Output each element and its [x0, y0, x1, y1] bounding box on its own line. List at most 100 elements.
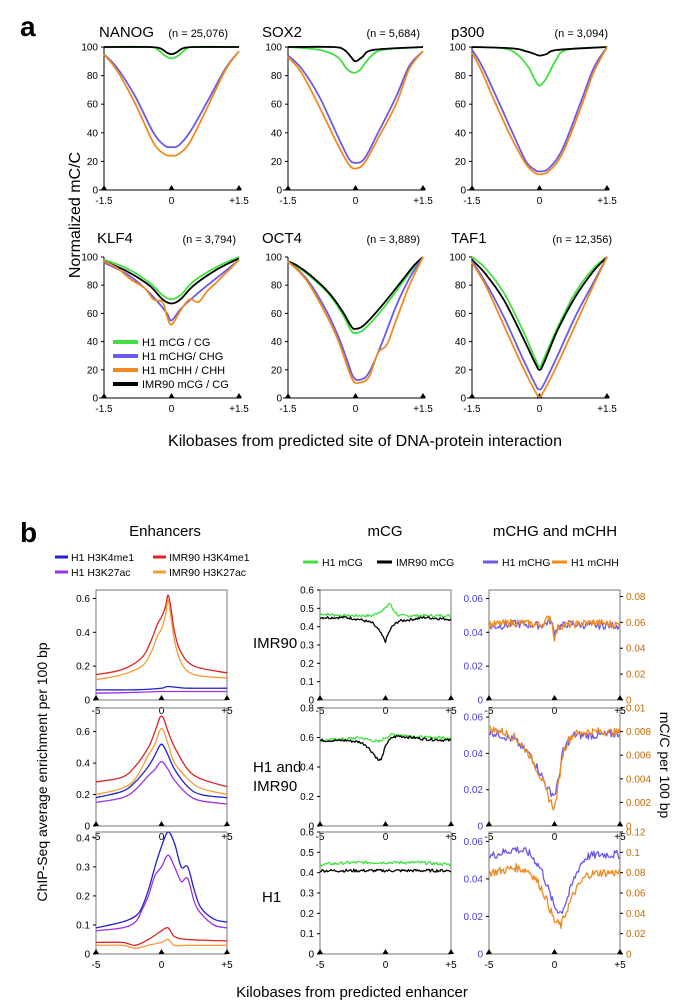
col-title-mcg: mCG	[368, 523, 403, 540]
series-imr90-mcg-cg	[287, 256, 424, 330]
series-imr90-mcg-cg	[103, 257, 240, 305]
chart-b-mcg-h1: 00.10.20.30.40.50.6-5 0 +5	[300, 828, 457, 972]
y-tick-label: 0.5	[300, 848, 314, 859]
x-tick-label: 0	[159, 832, 165, 843]
y-tick-label: 0.4	[300, 763, 314, 774]
y-tick-label: 80	[271, 71, 283, 82]
series-h1-h3k4me1	[95, 685, 228, 691]
series-h1-mchg-chg	[287, 50, 424, 164]
y-tick-label: 100	[81, 253, 98, 264]
chart-title: NANOG	[99, 24, 154, 41]
y-tick-label: 0.2	[300, 909, 314, 920]
row-label-imr90: IMR90	[253, 635, 297, 652]
x-tick-label: 0	[383, 706, 389, 717]
y2-tick-label: 0.1	[626, 848, 640, 859]
x-tick-label: 0	[353, 196, 359, 207]
chart-title: SOX2	[262, 24, 302, 41]
panel-a-ylabel: Normalized mC/C	[67, 152, 84, 278]
y-tick-label: 0	[460, 186, 466, 197]
y-tick-label: 0	[308, 822, 314, 833]
y-tick-label: 0.06	[464, 594, 484, 605]
x-tick-marker	[93, 821, 99, 826]
x-tick-marker	[448, 821, 454, 826]
x-tick-label: +5	[221, 960, 233, 971]
chart-title: KLF4	[97, 230, 133, 247]
legend-label-imr90-h3k27ac: IMR90 H3K27ac	[169, 567, 246, 579]
x-tick-label: 0	[383, 960, 389, 971]
x-tick-label: +1.5	[413, 196, 433, 207]
series-imr90-h3k27ac	[95, 727, 228, 796]
series-h1-mcg-cg	[471, 46, 608, 87]
x-tick-marker	[469, 393, 475, 398]
chart-subtitle: (n = 3,889)	[366, 234, 420, 246]
y2-tick-label: 0.01	[626, 704, 646, 715]
legend-label-b-h1-mchg: H1 mCHG	[502, 557, 550, 569]
y-tick-label: 20	[87, 157, 99, 168]
y-tick-label: 0.6	[300, 828, 314, 839]
x-tick-marker	[285, 393, 291, 398]
y-tick-label: 40	[455, 128, 467, 139]
y-tick-label: 20	[455, 365, 467, 376]
plot-frame	[488, 831, 621, 955]
legend-label-imr90-h3k4me1: IMR90 H3K4me1	[169, 552, 250, 564]
legend-label-b-h1-mchh: H1 mCHH	[571, 557, 619, 569]
y-tick-label: 40	[455, 337, 467, 348]
x-tick-marker	[93, 695, 99, 700]
y-tick-label: 0.2	[300, 792, 314, 803]
series-h1-mcg	[319, 733, 452, 743]
x-tick-label: -5	[316, 960, 325, 971]
legend-label-h1-mchg: H1 mCHG/ CHG	[142, 351, 223, 363]
panel-b-ylabel-left: ChIP-Seq average enrichment per 100 bp	[34, 642, 50, 901]
y-tick-label: 40	[87, 337, 99, 348]
x-tick-marker	[317, 695, 323, 700]
chart-subtitle: (n = 12,356)	[552, 234, 612, 246]
legend-label-h1-mchh: H1 mCHH / CHH	[142, 365, 225, 377]
x-tick-marker	[486, 695, 492, 700]
row-label-both-line1: H1 and	[253, 759, 301, 776]
plot-frame	[488, 589, 621, 701]
x-tick-label: +1.5	[229, 196, 249, 207]
legend-label-h1-h3k27ac: H1 H3K27ac	[71, 567, 131, 579]
y-tick-label: 0	[84, 822, 90, 833]
y-tick-label: 0	[460, 394, 466, 405]
y-tick-label: 0.2	[76, 662, 90, 673]
legend-label-b-imr90-mcg: IMR90 mCG	[396, 557, 454, 569]
y-tick-label: 0.6	[300, 733, 314, 744]
y-tick-label: 20	[271, 157, 283, 168]
y-tick-label: 0	[276, 394, 282, 405]
x-tick-marker	[382, 821, 389, 826]
x-tick-label: 0	[537, 196, 543, 207]
series-imr90-mcg	[319, 615, 452, 644]
legend-methylation: H1 mCG / CG H1 mCHG/ CHG H1 mCHH / CHH I…	[113, 337, 229, 391]
y-tick-label: 0	[477, 696, 483, 707]
x-tick-label: 0	[353, 404, 359, 415]
chart-b-chip-imr90: 00.20.40.6-5 0 +5	[76, 589, 233, 717]
y-tick-label: 40	[87, 128, 99, 139]
series-h1-mchh-chh	[287, 50, 424, 170]
x-tick-label: -1.5	[279, 196, 297, 207]
y-tick-label: 0	[84, 696, 90, 707]
series-h1-mchh-chh	[103, 50, 240, 157]
y-tick-label: 0	[84, 950, 90, 961]
plot-frame	[95, 831, 228, 955]
x-tick-marker	[101, 185, 107, 190]
x-tick-label: 0	[552, 960, 558, 971]
y-tick-label: 0.2	[300, 659, 314, 670]
x-tick-label: -1.5	[463, 404, 481, 415]
panel-a-label: a	[20, 11, 36, 42]
y-tick-label: 0	[92, 394, 98, 405]
x-tick-label: +1.5	[597, 404, 617, 415]
y-tick-label: 0.2	[76, 790, 90, 801]
series-imr90-mcg-cg	[471, 256, 608, 371]
y-tick-label: 80	[455, 281, 467, 292]
x-tick-marker	[236, 393, 242, 398]
y-tick-label: 0.02	[464, 912, 484, 923]
series-h1-mchh	[488, 725, 621, 811]
y-tick-label: 0.6	[76, 727, 90, 738]
y-tick-label: 20	[271, 365, 283, 376]
x-tick-marker	[469, 185, 475, 190]
panel-b-label: b	[20, 517, 37, 548]
